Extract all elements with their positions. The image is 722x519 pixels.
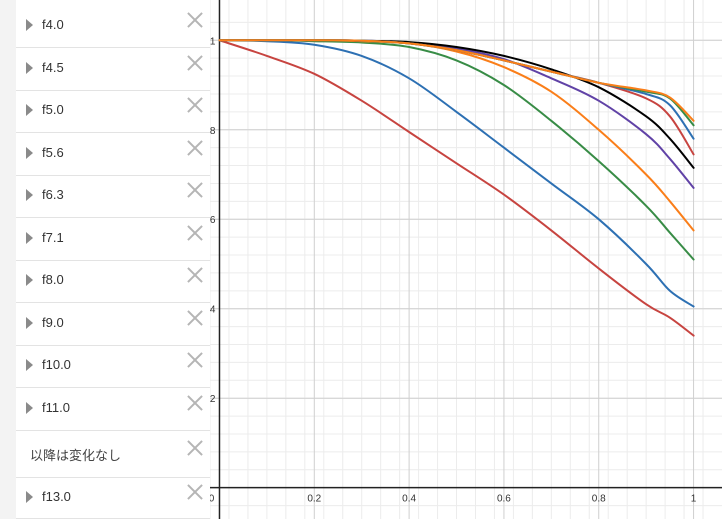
delete-expression-icon[interactable]	[186, 54, 204, 72]
delete-expression-icon[interactable]	[186, 96, 204, 114]
delete-expression-icon[interactable]	[186, 181, 204, 199]
expand-triangle-icon[interactable]	[26, 274, 33, 286]
expression-row[interactable]: f4.5	[16, 48, 210, 91]
expand-triangle-icon[interactable]	[26, 147, 33, 159]
x-tick-label: 0.4	[402, 494, 416, 505]
expression-row[interactable]: f4.0	[16, 5, 210, 48]
expression-label: f4.0	[42, 17, 64, 32]
delete-expression-icon[interactable]	[186, 394, 204, 412]
expression-row[interactable]: f7.1	[16, 218, 210, 261]
expression-label: f4.5	[42, 60, 64, 75]
expression-label: 以降は変化なし	[30, 448, 122, 463]
graph-canvas[interactable]: 0 0.2 0.4 0.6 0.8 1 0.2 0.4 0.6 0.8 1	[210, 0, 722, 519]
expression-row[interactable]: f13.0	[16, 478, 210, 519]
x-tick-label: 0.6	[497, 494, 511, 505]
delete-expression-icon[interactable]	[186, 224, 204, 242]
expand-triangle-icon[interactable]	[26, 189, 33, 201]
y-tick-label: 0.6	[210, 215, 216, 226]
expression-row[interactable]: f8.0	[16, 261, 210, 303]
y-tick-label: 1	[210, 36, 216, 47]
series-line-0	[218, 39, 695, 337]
expand-triangle-icon[interactable]	[26, 19, 33, 31]
expression-label: f10.0	[42, 357, 71, 372]
expand-triangle-icon[interactable]	[26, 359, 33, 371]
expression-row[interactable]: 以降は変化なし	[16, 431, 210, 478]
expression-label: f13.0	[42, 489, 71, 504]
expression-label: f9.0	[42, 315, 64, 330]
series-line-1	[218, 39, 695, 308]
expression-label: f5.6	[42, 145, 64, 160]
expression-row[interactable]: f9.0	[16, 303, 210, 346]
y-tick-label: 0.2	[210, 394, 216, 405]
expand-triangle-icon[interactable]	[26, 104, 33, 116]
expression-row[interactable]: f5.6	[16, 133, 210, 176]
expand-triangle-icon[interactable]	[26, 317, 33, 329]
expression-row[interactable]: f11.0	[16, 388, 210, 431]
expression-row[interactable]: f6.3	[16, 176, 210, 218]
x-tick-label: 0.2	[307, 494, 321, 505]
delete-expression-icon[interactable]	[186, 309, 204, 327]
expression-label: f8.0	[42, 272, 64, 287]
expression-list-gutter	[0, 0, 16, 519]
expression-list: f4.0 f4.5 f5.0 f5.6 f6.3 f7.1 f8.0 f9.0 f10.0 f11…	[0, 0, 210, 519]
expression-label: f11.0	[42, 400, 70, 415]
x-tick-label: 0	[210, 494, 215, 505]
x-tick-label: 1	[691, 494, 697, 505]
delete-expression-icon[interactable]	[186, 139, 204, 157]
expand-triangle-icon[interactable]	[26, 402, 33, 414]
y-tick-label: 0.4	[210, 305, 216, 316]
expression-label: f7.1	[42, 230, 64, 245]
delete-expression-icon[interactable]	[186, 439, 204, 457]
expression-label: f5.0	[42, 102, 64, 117]
x-tick-label: 0.8	[592, 494, 606, 505]
expand-triangle-icon[interactable]	[26, 62, 33, 74]
y-tick-label: 0.8	[210, 126, 216, 137]
expression-label: f6.3	[42, 187, 64, 202]
series-line-9	[218, 39, 695, 122]
delete-expression-icon[interactable]	[186, 266, 204, 284]
delete-expression-icon[interactable]	[186, 11, 204, 29]
delete-expression-icon[interactable]	[186, 483, 204, 501]
expand-triangle-icon[interactable]	[26, 491, 33, 503]
expression-row[interactable]: f5.0	[16, 91, 210, 133]
delete-expression-icon[interactable]	[186, 351, 204, 369]
expression-row[interactable]: f10.0	[16, 346, 210, 388]
expand-triangle-icon[interactable]	[26, 232, 33, 244]
